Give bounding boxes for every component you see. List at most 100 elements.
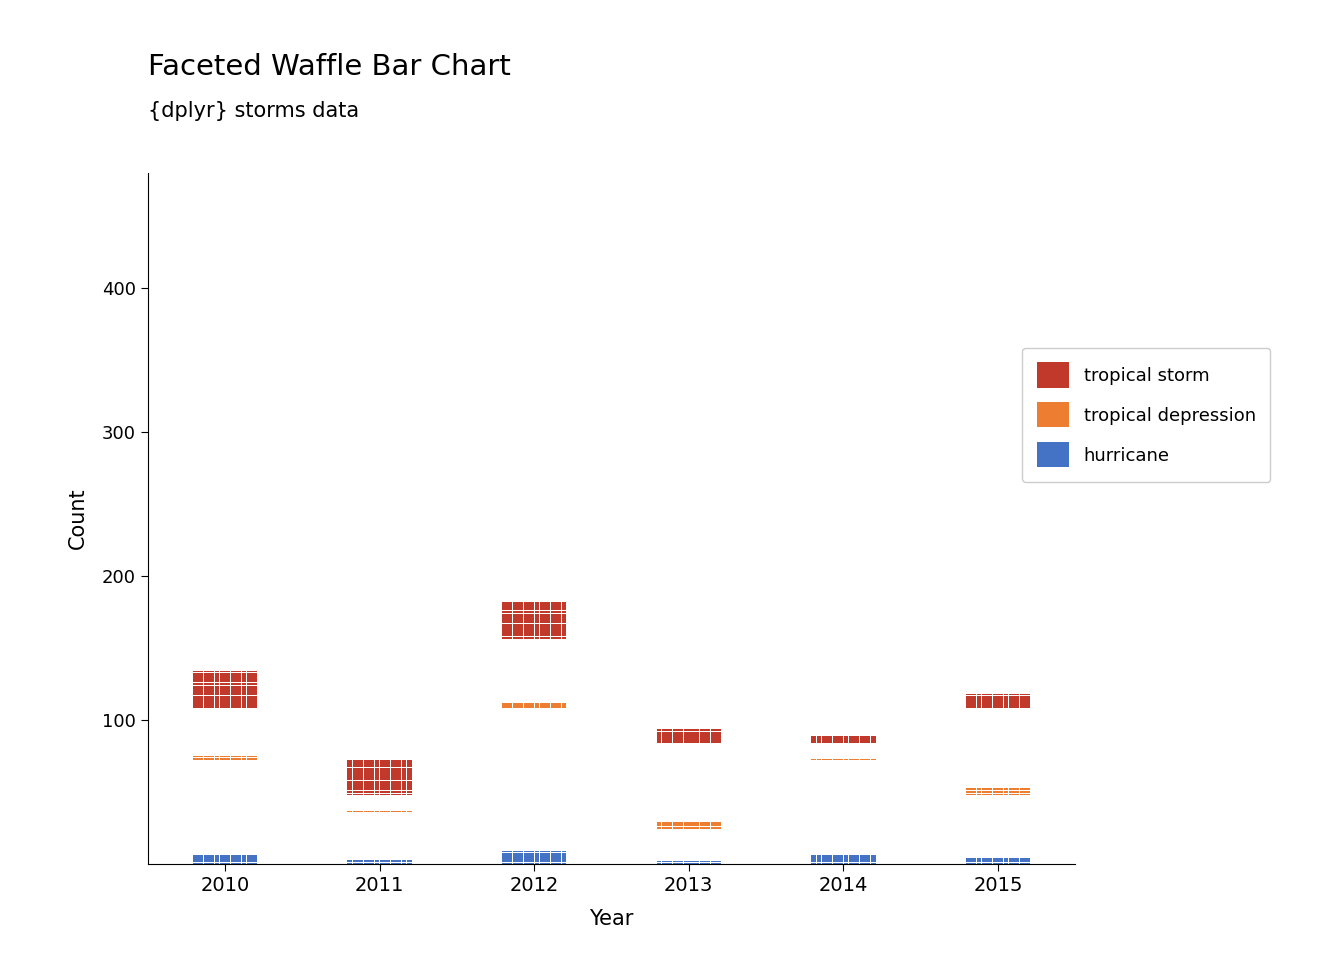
Bar (204, 677, 208, 678)
Bar (513, 613, 517, 614)
Bar (844, 740, 848, 741)
Bar (375, 771, 379, 772)
Bar (364, 860, 368, 861)
Bar (247, 690, 251, 691)
Bar (860, 863, 864, 864)
Bar (562, 631, 566, 632)
Bar (524, 607, 528, 608)
Bar (375, 811, 379, 812)
Bar (348, 765, 352, 766)
Bar (828, 860, 832, 861)
Bar (668, 824, 672, 825)
Bar (673, 861, 677, 862)
Bar (503, 615, 507, 616)
Bar (866, 742, 870, 743)
Bar (823, 740, 827, 741)
Bar (242, 863, 246, 864)
Bar (982, 694, 986, 695)
Bar (695, 731, 699, 732)
Bar (546, 611, 550, 612)
Bar (855, 855, 859, 856)
Bar (988, 788, 992, 789)
Bar (546, 622, 550, 623)
Bar (551, 619, 555, 620)
Bar (513, 857, 517, 858)
Bar (551, 860, 555, 861)
Bar (402, 863, 406, 864)
Bar (220, 703, 224, 704)
Bar (535, 852, 539, 853)
Bar (380, 762, 384, 763)
Bar (231, 703, 235, 704)
Bar (711, 740, 715, 741)
Bar (364, 785, 368, 786)
Bar (551, 625, 555, 626)
Bar (530, 634, 534, 635)
Bar (993, 706, 997, 707)
Bar (519, 633, 523, 634)
Bar (706, 734, 710, 735)
Bar (530, 633, 534, 634)
Bar (700, 736, 704, 737)
Bar (407, 794, 411, 795)
Bar (972, 861, 976, 862)
Bar (866, 737, 870, 738)
Bar (210, 671, 214, 672)
Bar (1025, 863, 1030, 864)
Bar (513, 860, 517, 861)
Bar (556, 613, 560, 614)
Bar (508, 857, 512, 858)
Bar (247, 699, 251, 700)
Bar (546, 857, 550, 858)
Bar (988, 792, 992, 793)
Bar (503, 621, 507, 622)
Bar (839, 736, 843, 737)
Bar (348, 782, 352, 783)
Bar (562, 604, 566, 605)
Bar (849, 858, 853, 859)
Bar (237, 676, 241, 677)
Bar (348, 777, 352, 778)
Bar (503, 634, 507, 635)
Bar (247, 858, 251, 859)
Bar (237, 688, 241, 689)
Bar (199, 694, 203, 695)
Bar (524, 863, 528, 864)
Bar (370, 863, 374, 864)
Bar (1015, 694, 1019, 695)
Bar (828, 855, 832, 856)
Bar (700, 827, 704, 828)
Bar (402, 861, 406, 862)
Bar (242, 685, 246, 686)
Bar (226, 687, 230, 688)
Bar (679, 742, 683, 743)
Bar (695, 737, 699, 738)
Bar (657, 740, 661, 741)
Bar (359, 788, 363, 789)
Bar (540, 863, 544, 864)
Bar (253, 706, 257, 707)
Bar (231, 705, 235, 706)
Bar (540, 703, 544, 704)
Bar (391, 863, 395, 864)
Bar (977, 705, 981, 706)
Bar (524, 615, 528, 616)
Bar (556, 863, 560, 864)
Bar (380, 766, 384, 767)
Bar (999, 860, 1003, 861)
Bar (977, 788, 981, 789)
Bar (204, 679, 208, 680)
Bar (253, 694, 257, 695)
Bar (993, 699, 997, 700)
Bar (535, 610, 539, 611)
Bar (370, 777, 374, 778)
Bar (204, 674, 208, 675)
Bar (220, 696, 224, 697)
Bar (247, 702, 251, 703)
Bar (513, 611, 517, 612)
Bar (231, 688, 235, 689)
Bar (711, 826, 715, 827)
Bar (530, 638, 534, 639)
Bar (866, 736, 870, 737)
Bar (530, 619, 534, 620)
